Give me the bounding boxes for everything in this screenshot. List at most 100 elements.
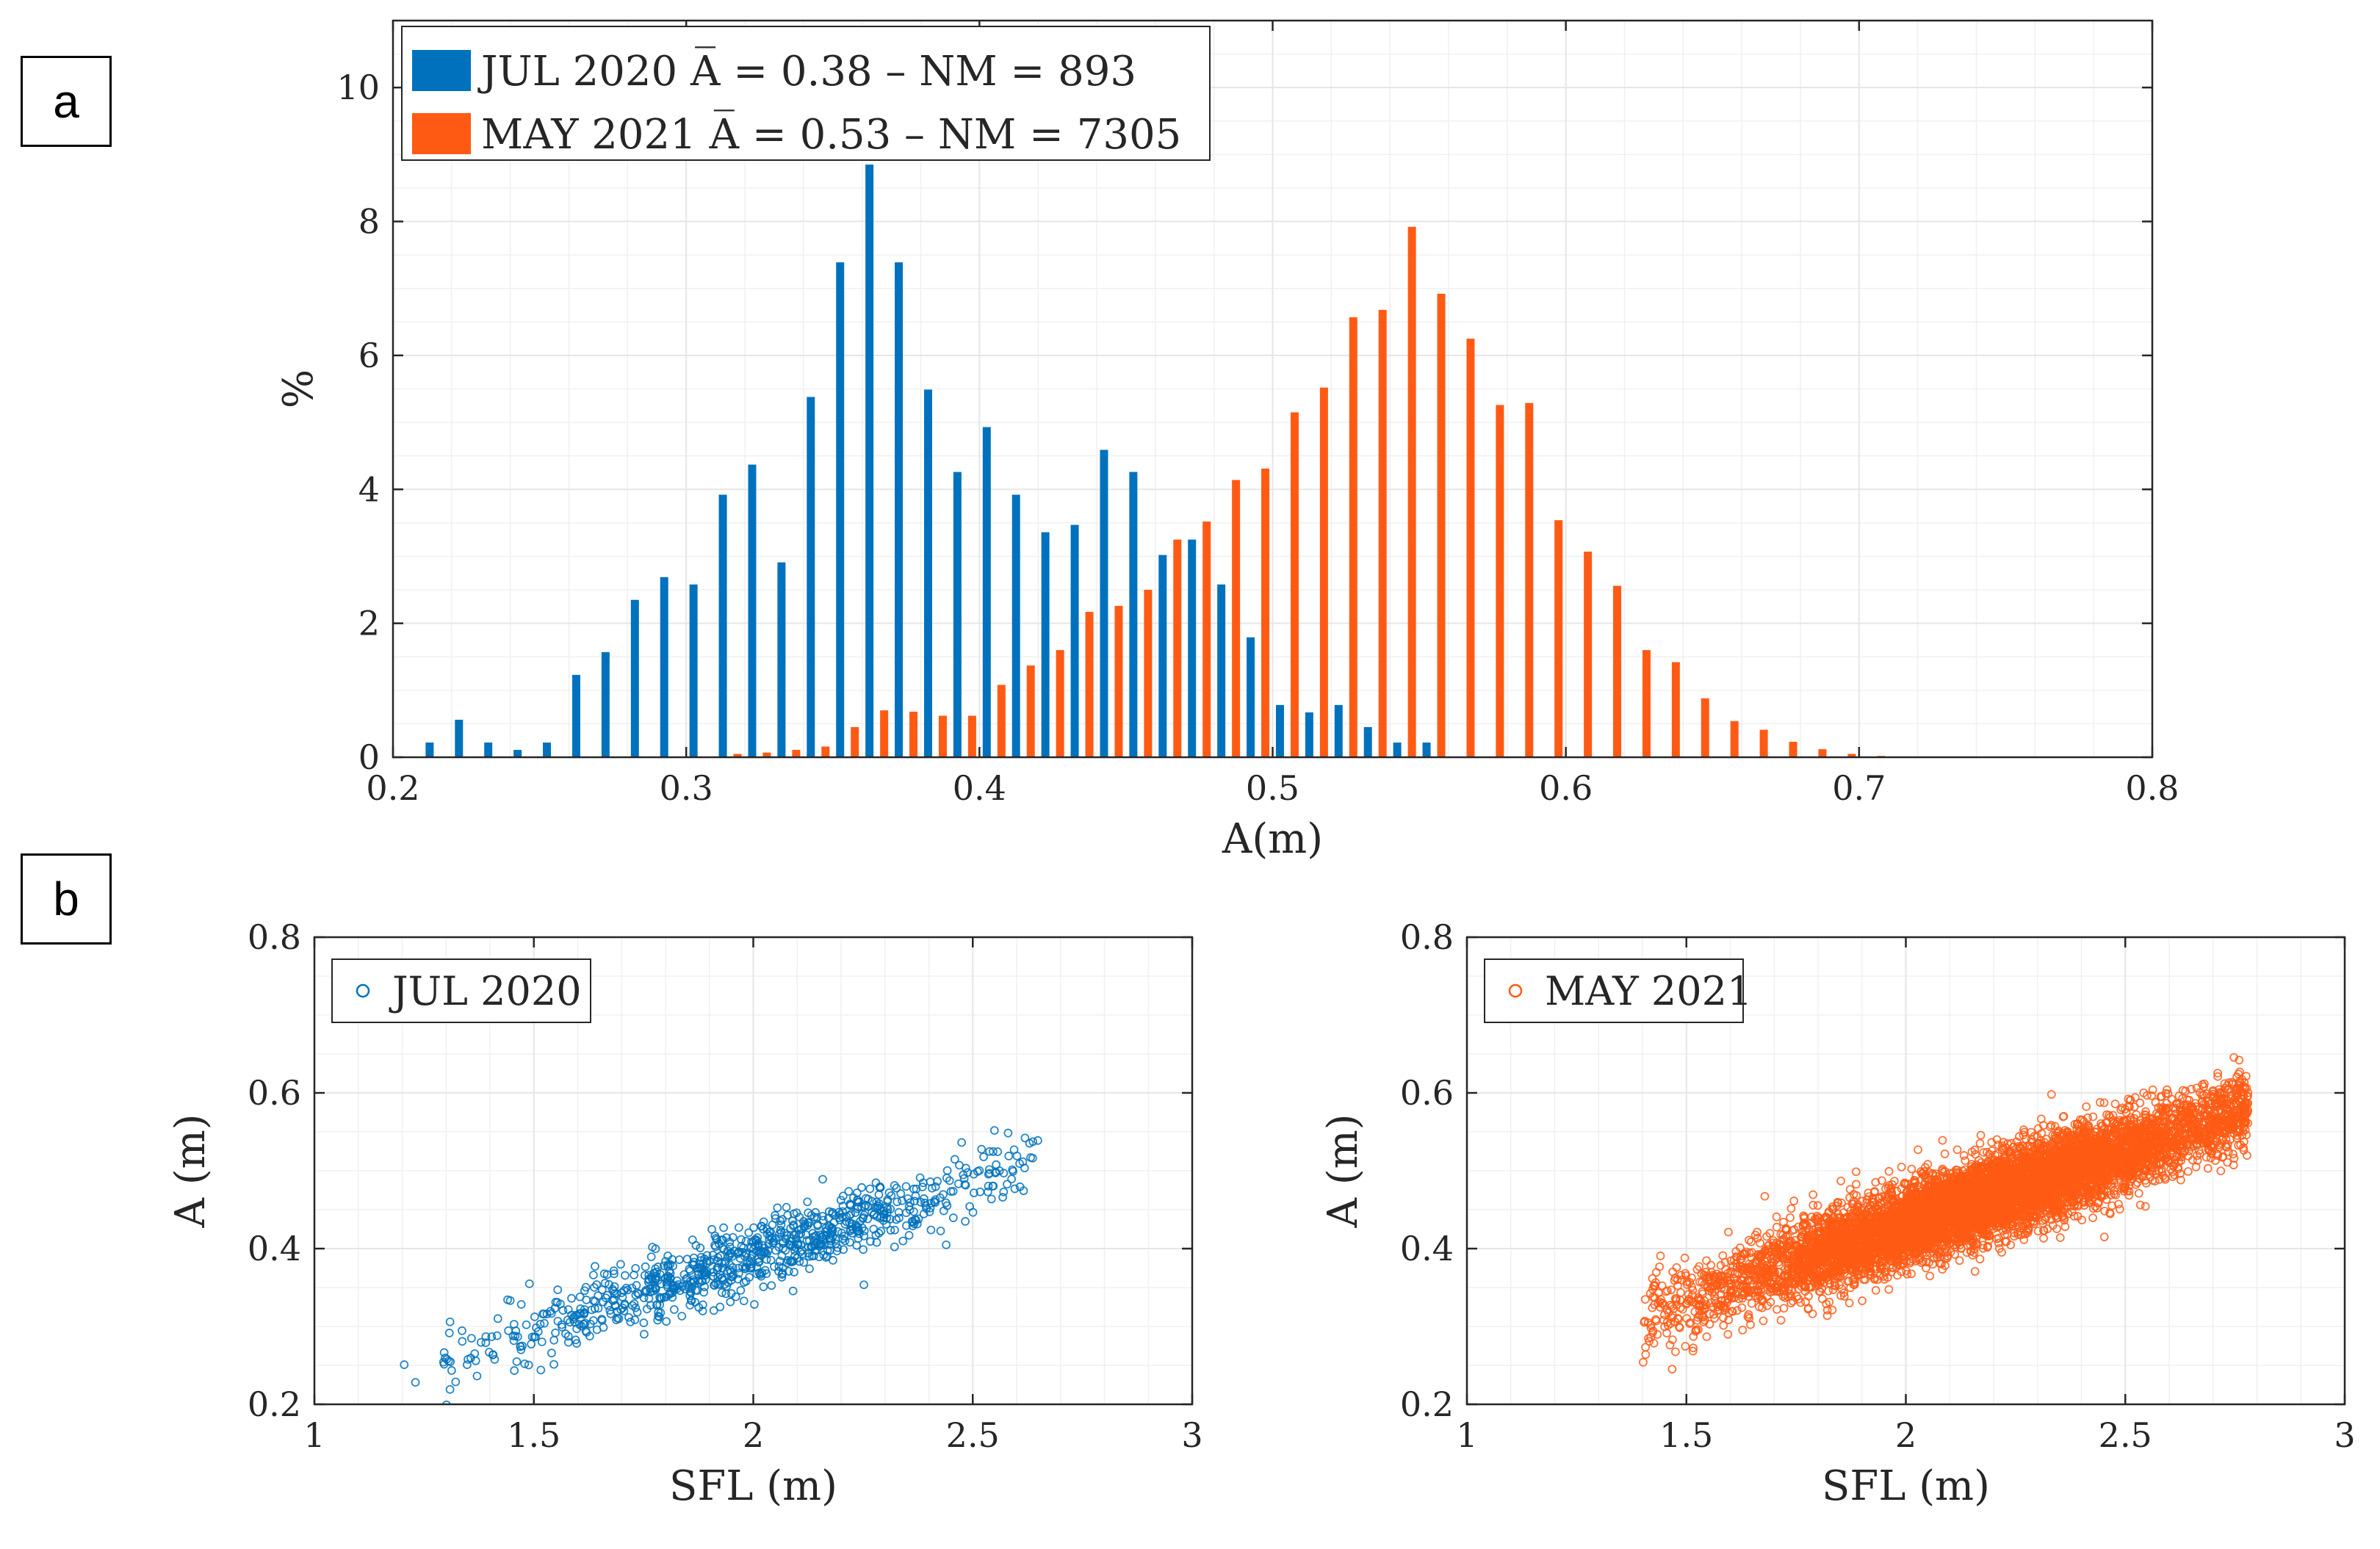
scatter-point	[606, 1309, 616, 1318]
scatter-point	[663, 1260, 673, 1269]
histogram-bar	[1290, 412, 1299, 757]
scatter-point	[710, 1281, 719, 1290]
histogram-bar	[1496, 405, 1504, 757]
scatter-point	[1724, 1308, 1734, 1318]
histogram-bar	[1188, 539, 1197, 757]
scatter-point	[1662, 1287, 1670, 1296]
scatter-point	[833, 1243, 843, 1252]
scatter-point	[594, 1291, 603, 1300]
scatter-point	[447, 1366, 456, 1375]
histogram-bar	[1584, 552, 1593, 757]
scatter-point	[451, 1377, 461, 1387]
scatter-point	[631, 1263, 641, 1273]
scatter-point	[2110, 1100, 2120, 1108]
scatter-point	[572, 1339, 582, 1348]
histogram-bar	[1173, 539, 1182, 757]
x-tick-label: 0.5	[1246, 768, 1299, 808]
scatter-point	[522, 1320, 531, 1329]
scatter-point	[998, 1193, 1008, 1202]
histogram-bar	[1642, 650, 1651, 757]
scatter-point	[1020, 1133, 1030, 1143]
scatter-point	[1012, 1151, 1022, 1160]
scatter-point	[916, 1197, 926, 1207]
scatter-point	[1007, 1174, 1017, 1184]
scatter-point	[787, 1256, 796, 1265]
scatter-point	[624, 1313, 633, 1322]
scatter-point	[674, 1280, 683, 1289]
scatter-point	[725, 1242, 735, 1252]
histogram-bar	[997, 685, 1006, 757]
histogram-bar	[1671, 662, 1680, 757]
scatter-point	[739, 1296, 749, 1306]
scatter-point	[926, 1203, 935, 1213]
scatter-point	[818, 1235, 827, 1244]
scatter-point	[1759, 1316, 1768, 1326]
scatter-point	[739, 1278, 749, 1288]
scatter-point	[572, 1324, 582, 1334]
scatter-point	[704, 1257, 714, 1266]
scatter-point	[770, 1262, 779, 1271]
scatter-point	[537, 1337, 547, 1346]
histogram-bar	[1202, 521, 1211, 757]
y-axis-label: A (m)	[167, 1113, 214, 1228]
scatter-point	[644, 1294, 654, 1303]
scatter-point	[728, 1272, 738, 1282]
legend: JUL 2020	[331, 958, 591, 1023]
scatter-point	[1019, 1186, 1028, 1196]
histogram-bar	[1407, 226, 1416, 758]
scatter-point	[736, 1285, 746, 1295]
scatter-point	[701, 1271, 710, 1279]
y-tick-label: 0	[358, 737, 380, 777]
scatter-point	[936, 1227, 945, 1235]
scatter-point	[1994, 1233, 2003, 1243]
scatter-point	[989, 1126, 999, 1135]
scatter-point	[725, 1251, 735, 1260]
scatter-point	[886, 1226, 895, 1235]
histogram-bar	[1378, 309, 1387, 757]
series-may-2021	[733, 226, 1886, 758]
scatter-point	[689, 1277, 699, 1287]
scatter-point	[898, 1236, 908, 1246]
scatter-point	[857, 1182, 866, 1192]
scatter-point	[2143, 1091, 2152, 1100]
x-tick-label: 1	[303, 1415, 325, 1455]
scatter-point	[2060, 1222, 2070, 1232]
scatter-point	[1839, 1292, 1849, 1301]
scatter-point	[911, 1191, 920, 1201]
scatter-point	[674, 1255, 684, 1265]
histogram-bar	[1261, 469, 1270, 757]
scatter-point	[710, 1241, 719, 1250]
scatter-point	[942, 1201, 952, 1210]
histogram-bar	[455, 719, 464, 757]
y-tick-label: 10	[336, 68, 380, 107]
scatter-point	[444, 1329, 454, 1337]
scatter-point	[920, 1199, 929, 1207]
scatter-point	[838, 1191, 848, 1201]
x-axis-label: A(m)	[1222, 815, 1323, 863]
scatter-point	[621, 1271, 630, 1280]
scatter-point	[651, 1274, 660, 1282]
scatter-point	[1025, 1138, 1034, 1148]
scatter-point	[458, 1337, 467, 1346]
scatter-point	[639, 1329, 649, 1339]
scatter-point	[490, 1355, 500, 1364]
scatter-point	[861, 1194, 870, 1203]
x-tick-label: 2.5	[946, 1415, 1000, 1455]
scatter-point	[892, 1197, 902, 1207]
scatter-point	[524, 1360, 533, 1370]
histogram-bar	[1217, 584, 1226, 757]
scatter-point	[751, 1236, 761, 1246]
scatter-point	[1890, 1177, 1899, 1186]
histogram-bar	[1012, 494, 1020, 757]
legend-box	[331, 958, 591, 1023]
y-axis-label: %	[275, 369, 322, 408]
scatter-point	[818, 1216, 828, 1225]
scatter-point	[865, 1184, 875, 1194]
scatter-point	[527, 1340, 536, 1348]
histogram-bar	[513, 749, 522, 757]
scatter-point	[574, 1320, 584, 1329]
scatter-point	[1655, 1262, 1665, 1271]
scatter-point	[1018, 1157, 1028, 1166]
x-tick-label: 0.2	[366, 768, 419, 808]
